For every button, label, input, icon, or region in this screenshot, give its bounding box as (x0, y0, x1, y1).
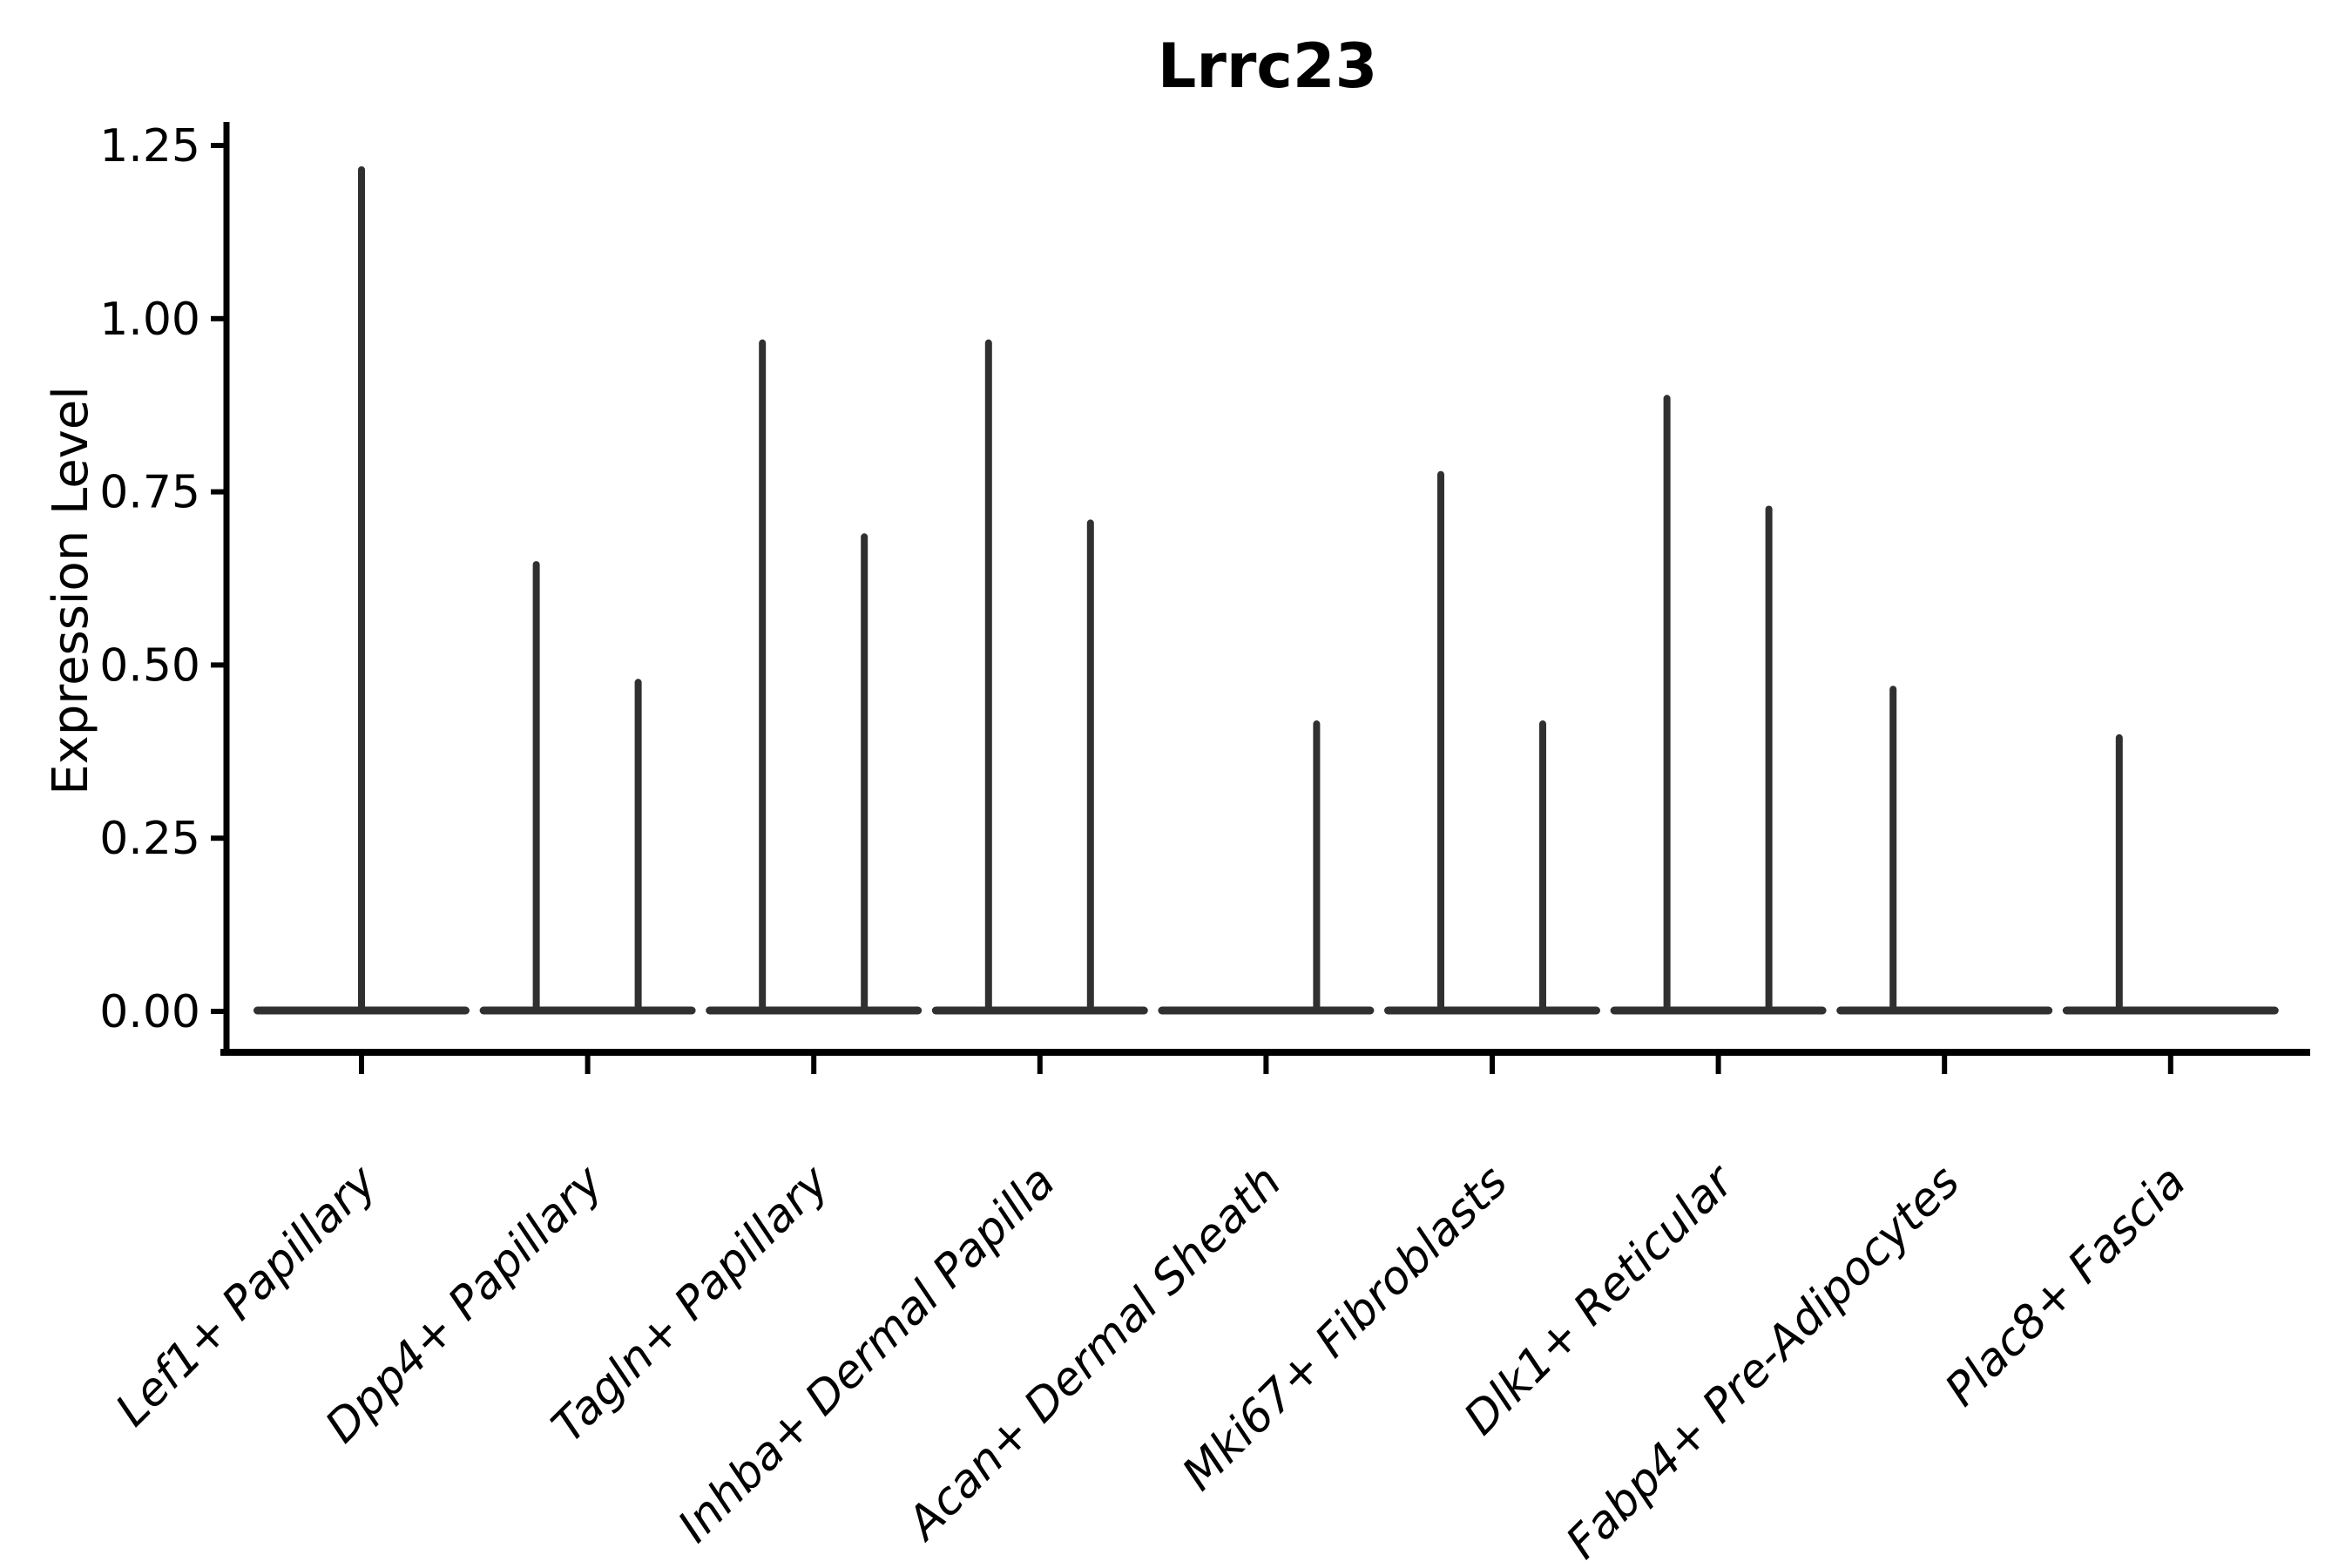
x-tick-label: Fabp4+ Pre-Adipocytes (1557, 1156, 1970, 1568)
y-tick-label: 0.00 (99, 986, 200, 1038)
y-tick-label: 0.25 (99, 813, 200, 865)
x-tick-label: Acan+ Dermal Sheath (896, 1156, 1292, 1551)
y-tick-label: 1.25 (99, 120, 200, 172)
plot-title: Lrrc23 (1158, 30, 1378, 102)
x-tick-label: Inhba+ Dermal Papilla (668, 1156, 1065, 1553)
y-tick-label: 0.75 (99, 467, 200, 519)
y-axis-label: Expression Level (43, 386, 99, 795)
x-tick-label: Plac8+ Fascia (1936, 1156, 2196, 1416)
y-tick-label: 0.50 (99, 639, 200, 692)
y-tick-label: 1.00 (99, 294, 200, 346)
